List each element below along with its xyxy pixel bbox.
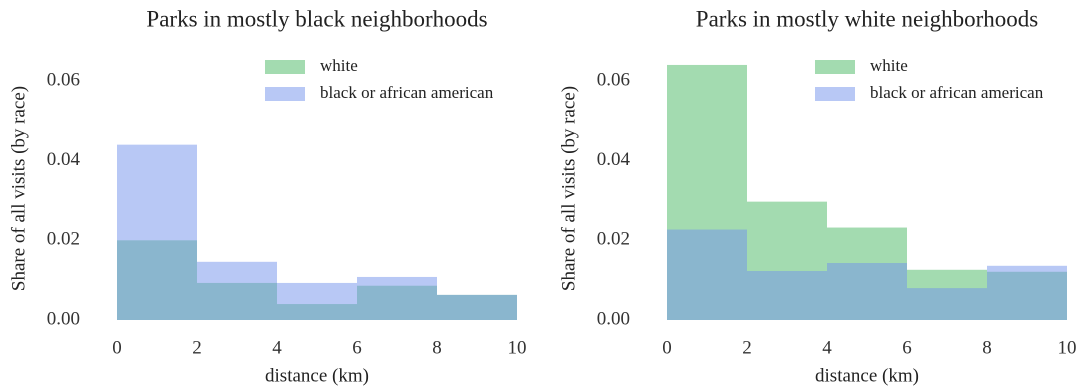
legend-label: white	[320, 56, 358, 75]
legend-swatch	[265, 60, 305, 74]
y-tick-label: 0.00	[597, 308, 630, 329]
x-tick-label: 4	[822, 337, 832, 358]
x-tick-label: 8	[982, 337, 992, 358]
y-tick-label: 0.02	[597, 229, 630, 250]
bar	[667, 229, 747, 320]
x-tick-label: 6	[902, 337, 912, 358]
x-tick-label: 8	[432, 337, 442, 358]
legend-label: white	[870, 56, 908, 75]
legend-label: black or african american	[320, 83, 494, 102]
bar	[437, 294, 517, 320]
legend-swatch	[815, 60, 855, 74]
y-tick-label: 0.06	[597, 69, 630, 90]
chart-title: Parks in mostly black neighborhoods	[146, 6, 487, 31]
legend-swatch	[815, 87, 855, 101]
x-tick-label: 10	[1058, 337, 1077, 358]
y-tick-label: 0.04	[597, 149, 631, 170]
x-tick-label: 4	[272, 337, 282, 358]
y-tick-label: 0.00	[47, 308, 80, 329]
legend-label: black or african american	[870, 83, 1044, 102]
x-tick-label: 10	[508, 337, 527, 358]
y-axis-label: Share of all visits (by race)	[8, 86, 29, 291]
bar	[197, 261, 277, 320]
bar	[117, 144, 197, 320]
x-axis-label: distance (km)	[265, 365, 369, 386]
x-tick-label: 0	[112, 337, 122, 358]
bar	[907, 288, 987, 320]
y-tick-label: 0.06	[47, 69, 80, 90]
chart-title: Parks in mostly white neighborhoods	[696, 6, 1038, 31]
bar	[827, 263, 907, 320]
y-axis-label: Share of all visits (by race)	[558, 86, 579, 291]
y-tick-label: 0.02	[47, 229, 80, 250]
x-tick-label: 0	[662, 337, 672, 358]
bar	[747, 270, 827, 320]
x-tick-label: 6	[352, 337, 362, 358]
bar	[987, 265, 1067, 320]
x-axis-label: distance (km)	[815, 365, 919, 386]
bar	[277, 282, 357, 320]
y-tick-label: 0.04	[47, 149, 81, 170]
legend-swatch	[265, 87, 305, 101]
bar	[357, 276, 437, 320]
x-tick-label: 2	[192, 337, 202, 358]
x-tick-label: 2	[742, 337, 752, 358]
